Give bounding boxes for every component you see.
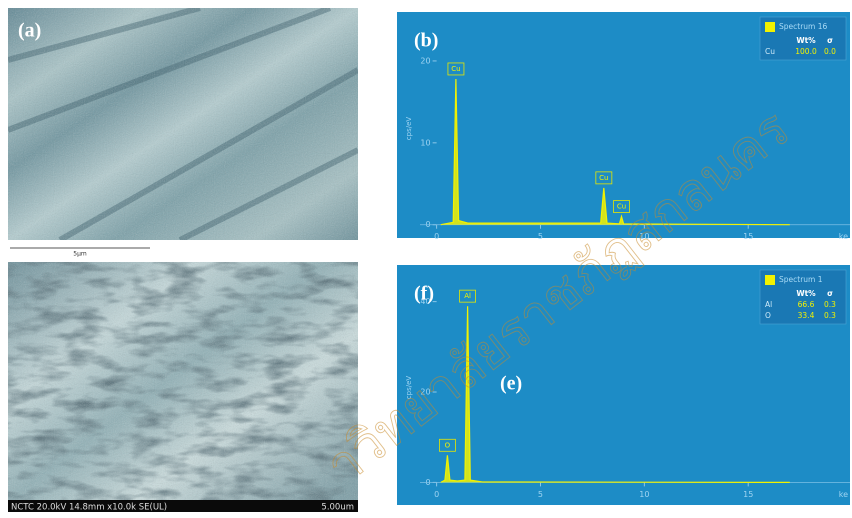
peak-label: Cu <box>451 65 460 73</box>
panel-label: (b) <box>414 30 438 52</box>
figure: (a) 5µm NCTC 20.0kV 14.8mm x10.0k SE(UL) 5.… <box>0 0 852 518</box>
x-tick-label: 5 <box>538 232 543 241</box>
peak-label: Al <box>464 292 471 300</box>
x-tick-label: 10 <box>639 490 649 499</box>
legend-cell: 33.4 <box>798 311 815 320</box>
scale-label: 5.00um <box>321 503 354 513</box>
panel-label: (a) <box>18 20 41 42</box>
x-tick-label: 15 <box>743 490 753 499</box>
legend-cell: 0.3 <box>824 311 836 320</box>
scale-label: 5µm <box>73 251 87 258</box>
legend-title: Spectrum 1 <box>779 275 823 284</box>
x-tick-label: 0 <box>434 490 439 499</box>
x-axis-label: ke <box>839 490 848 499</box>
legend-cell: O <box>765 311 771 320</box>
legend-title: Spectrum 16 <box>779 22 827 31</box>
legend-swatch <box>765 275 775 285</box>
x-tick-label: 0 <box>434 232 439 241</box>
x-axis-label: ke <box>839 232 848 241</box>
peak-label: O <box>445 441 451 449</box>
legend-cell: Al <box>765 300 772 309</box>
panel-label: (f) <box>414 283 434 305</box>
legend-cell: 100.0 <box>795 47 817 56</box>
y-tick-label: 20 <box>420 56 430 65</box>
y-axis-label: cps/eV <box>405 117 413 141</box>
legend-header: Wt% <box>796 36 816 45</box>
x-tick-label: 15 <box>743 232 753 241</box>
legend-cell: 66.6 <box>798 300 815 309</box>
y-tick-label: 10 <box>420 138 430 147</box>
sem-footer: NCTC 20.0kV 14.8mm x10.0k SE(UL) <box>11 503 167 513</box>
legend-header: σ <box>827 289 833 298</box>
sem-image-a <box>8 8 358 240</box>
legend-cell: 0.3 <box>824 300 836 309</box>
legend-cell: 0.0 <box>824 47 836 56</box>
legend-cell: Cu <box>765 47 775 56</box>
x-tick-label: 5 <box>538 490 543 499</box>
peak-label: Cu <box>599 174 608 182</box>
legend-header: σ <box>827 36 833 45</box>
sem-image-b <box>8 262 358 500</box>
legend-header: Wt% <box>796 289 816 298</box>
legend-swatch <box>765 22 775 32</box>
